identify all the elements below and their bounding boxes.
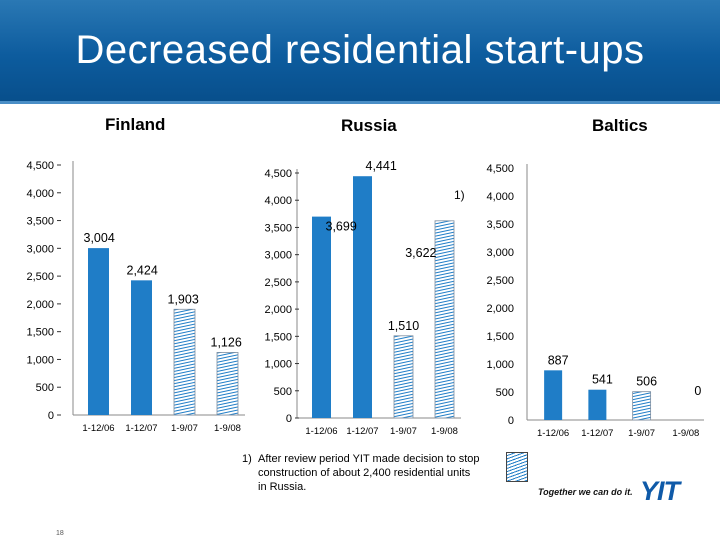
baltics-y-tick-label: 500: [496, 387, 514, 399]
finland-x-tick-label: 1-9/07: [171, 423, 198, 434]
russia-x-tick-label: 1-12/07: [346, 426, 378, 437]
finland-bar: [88, 248, 109, 415]
footnote-number: 1): [242, 453, 252, 465]
russia-bar-hatched: [393, 335, 414, 419]
finland-y-tick-label: 3,500: [26, 216, 54, 228]
finland-value-label: 3,004: [84, 231, 115, 245]
russia-x-tick-label: 1-12/06: [305, 426, 337, 437]
baltics-y-tick-label: 1,500: [486, 331, 514, 343]
finland-y-tick-label: 2,500: [26, 271, 54, 283]
finland-value-label: 1,903: [168, 292, 199, 306]
finland-y-tick-label: 1,500: [26, 327, 54, 339]
finland-bar: [131, 280, 152, 415]
russia-value-label: 3,622: [405, 246, 436, 260]
finland-y-tick-label: 500: [36, 382, 54, 394]
baltics-y-tick-label: 3,000: [486, 247, 514, 259]
chart-russia: [295, 169, 461, 419]
russia-value-label: 4,441: [366, 159, 397, 173]
finland-value-label: 1,126: [211, 335, 242, 349]
baltics-value-label: 0: [694, 384, 701, 398]
footnote-line-1: After review period YIT made decision to…: [258, 453, 480, 465]
header-divider: [0, 101, 720, 104]
finland-y-tick-label: 4,000: [26, 188, 54, 200]
finland-value-label: 2,424: [127, 263, 158, 277]
russia-y-tick-label: 1,500: [264, 331, 292, 343]
finland-y-tick-label: 0: [48, 410, 54, 422]
russia-x-tick-label: 1-9/07: [390, 426, 417, 437]
footnote: 1) After review period YIT made decision …: [242, 452, 512, 494]
baltics-y-tick-label: 2,000: [486, 303, 514, 315]
baltics-x-tick-label: 1-9/08: [672, 428, 699, 439]
baltics-y-tick-label: 1,000: [486, 359, 514, 371]
baltics-value-label: 887: [548, 353, 569, 367]
footnote-line-2: construction of about 2,400 residential …: [258, 467, 471, 479]
finland-y-tick-label: 4,500: [26, 160, 54, 172]
baltics-value-label: 541: [592, 373, 613, 387]
finland-x-tick-label: 1-9/08: [214, 423, 241, 434]
russia-y-tick-label: 4,500: [264, 168, 292, 180]
russia-y-tick-label: 1,000: [264, 359, 292, 371]
chart-baltics: [526, 164, 704, 421]
russia-y-tick-label: 3,000: [264, 250, 292, 262]
finland-bar-hatched: [173, 308, 196, 416]
baltics-x-tick-label: 1-12/06: [537, 428, 569, 439]
brand-slogan: Together we can do it.: [538, 487, 633, 497]
russia-value-label: 3,699: [326, 220, 357, 234]
baltics-y-tick-label: 3,500: [486, 219, 514, 231]
russia-x-tick-label: 1-9/08: [431, 426, 458, 437]
chart-title-russia: Russia: [341, 116, 397, 135]
russia-annotation-marker: 1): [454, 188, 465, 202]
page-number: 18: [56, 530, 64, 537]
baltics-bar-hatched: [632, 391, 652, 421]
baltics-y-tick-label: 4,000: [486, 191, 514, 203]
baltics-y-tick-label: 4,500: [486, 163, 514, 175]
baltics-x-tick-label: 1-9/07: [628, 428, 655, 439]
chart-finland: [57, 161, 245, 416]
russia-bar: [353, 176, 372, 418]
finland-x-tick-label: 1-12/07: [125, 423, 157, 434]
russia-y-tick-label: 2,000: [264, 304, 292, 316]
baltics-bar: [544, 370, 563, 420]
russia-bar-hatched: [434, 220, 455, 419]
baltics-y-tick-label: 0: [508, 415, 514, 427]
russia-y-tick-label: 500: [274, 386, 292, 398]
russia-y-tick-label: 0: [286, 413, 292, 425]
russia-y-tick-label: 2,500: [264, 277, 292, 289]
chart-title-finland: Finland: [105, 115, 166, 134]
finland-bar-hatched: [216, 352, 239, 416]
footnote-line-3: in Russia.: [258, 481, 307, 493]
chart-title-baltics: Baltics: [592, 116, 648, 135]
yit-logo: YIT: [640, 476, 680, 506]
baltics-value-label: 506: [636, 375, 657, 389]
finland-x-tick-label: 1-12/06: [82, 423, 114, 434]
russia-bar: [312, 216, 331, 418]
slide-header: Decreased residential start-ups: [0, 0, 720, 101]
baltics-bar: [588, 389, 607, 420]
baltics-y-tick-label: 2,500: [486, 275, 514, 287]
hatch-legend-swatch: [506, 452, 528, 482]
russia-y-tick-label: 3,500: [264, 222, 292, 234]
finland-y-tick-label: 3,000: [26, 243, 54, 255]
russia-y-tick-label: 4,000: [264, 195, 292, 207]
finland-y-tick-label: 2,000: [26, 299, 54, 311]
slide-title: Decreased residential start-ups: [75, 28, 645, 72]
finland-y-tick-label: 1,000: [26, 354, 54, 366]
baltics-x-tick-label: 1-12/07: [581, 428, 613, 439]
russia-value-label: 1,510: [388, 319, 419, 333]
